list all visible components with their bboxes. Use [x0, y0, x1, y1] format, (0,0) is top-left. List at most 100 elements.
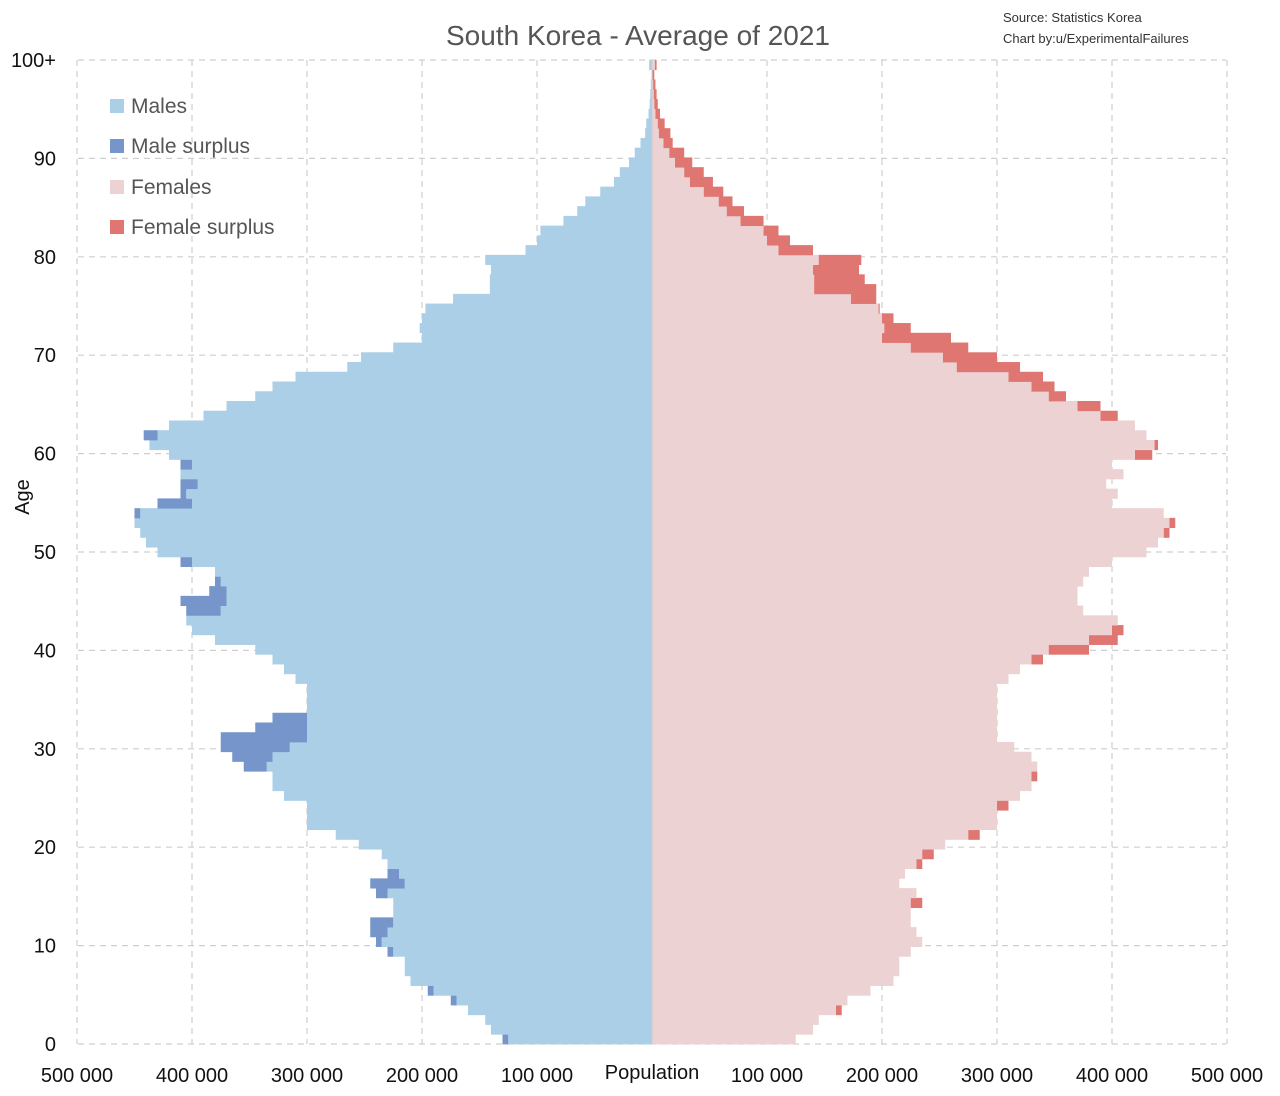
male-bar	[425, 303, 652, 314]
female-bar	[652, 293, 851, 304]
female-bar	[652, 1014, 819, 1025]
male-surplus-bar	[272, 712, 307, 723]
female-surplus-bar	[654, 60, 657, 71]
y-tick-label: 80	[34, 247, 56, 269]
female-bar	[652, 595, 1078, 606]
male-bar	[485, 254, 652, 265]
male-bar	[146, 537, 652, 548]
male-bar	[491, 264, 652, 275]
male-bar	[255, 644, 652, 655]
female-bar	[652, 644, 1049, 655]
male-bar	[489, 274, 652, 285]
male-bar	[226, 595, 652, 606]
x-tick-label: 500 000	[41, 1065, 113, 1087]
legend-swatch-male-surplus	[110, 139, 124, 153]
female-bar	[652, 878, 900, 889]
y-tick-label: 50	[34, 542, 56, 564]
male-bar	[157, 547, 652, 558]
male-surplus-bar	[370, 927, 388, 938]
x-tick-label: 200 000	[386, 1065, 458, 1087]
male-bar	[619, 167, 652, 178]
female-surplus-bar	[910, 897, 923, 909]
male-bar	[307, 683, 652, 694]
male-surplus-bar	[134, 508, 141, 519]
female-bar	[652, 897, 911, 909]
legend-label-male-surplus: Male surplus	[131, 135, 250, 158]
female-surplus-bar	[814, 274, 865, 285]
female-bar	[652, 936, 923, 947]
x-tick-label: 300 000	[961, 1065, 1033, 1087]
male-surplus-bar	[387, 868, 399, 879]
female-surplus-bar	[778, 245, 813, 256]
male-surplus-bar	[220, 732, 307, 743]
male-surplus-bar	[180, 488, 187, 499]
female-bar	[652, 89, 654, 100]
male-bar	[614, 176, 652, 188]
male-bar	[485, 1014, 652, 1025]
female-surplus-bar	[1135, 449, 1153, 460]
male-surplus-bar	[180, 478, 198, 490]
female-bar	[652, 342, 911, 353]
male-bar	[585, 196, 652, 207]
male-bar	[307, 703, 652, 714]
male-bar	[272, 751, 652, 762]
female-surplus-bar	[1031, 654, 1043, 665]
female-bar	[652, 1034, 796, 1045]
female-bar	[652, 371, 1009, 382]
male-surplus-bar	[376, 936, 382, 947]
female-surplus-bar	[884, 323, 911, 334]
female-bar	[652, 888, 917, 899]
male-bar	[489, 284, 652, 295]
female-bar	[652, 868, 905, 879]
male-bar	[600, 186, 652, 197]
male-bar	[140, 508, 652, 519]
female-bar	[652, 849, 923, 860]
male-bar	[192, 498, 652, 509]
female-surplus-bar	[1008, 371, 1043, 382]
legend-item-males: Males	[110, 95, 187, 118]
female-bar	[652, 927, 917, 938]
male-bar	[358, 839, 652, 850]
x-tick-label: 300 000	[271, 1065, 343, 1087]
female-bar	[652, 196, 719, 207]
female-surplus-bar	[653, 79, 656, 90]
male-bar	[645, 128, 652, 139]
female-bar	[652, 313, 882, 324]
female-bar	[652, 858, 917, 870]
male-bar	[649, 60, 652, 71]
female-bar	[652, 576, 1084, 587]
male-surplus-bar	[209, 586, 227, 597]
female-surplus-bar	[763, 225, 779, 236]
male-bar	[648, 108, 652, 119]
male-surplus-bar	[157, 498, 192, 509]
female-surplus-bar	[655, 108, 661, 119]
male-bar	[284, 790, 652, 801]
female-bar	[652, 771, 1032, 782]
female-bar	[652, 556, 1112, 568]
male-bar	[381, 936, 652, 947]
female-bar	[652, 517, 1170, 529]
male-bar	[307, 810, 652, 821]
female-bar	[652, 634, 1089, 645]
source-credit: Source: Statistics Korea	[1003, 10, 1142, 25]
male-surplus-bar	[427, 985, 434, 996]
legend-swatch-female-surplus	[110, 220, 124, 234]
male-bar	[419, 323, 652, 334]
female-bar	[652, 586, 1078, 597]
male-bar	[272, 771, 652, 782]
female-bar	[652, 449, 1135, 460]
male-bar	[215, 566, 652, 577]
female-bar	[652, 810, 997, 821]
male-bar	[491, 1024, 652, 1035]
female-surplus-bar	[882, 313, 894, 324]
male-bar	[186, 488, 652, 499]
female-bar	[652, 362, 957, 373]
male-bar	[563, 215, 652, 227]
male-surplus-bar	[243, 761, 267, 772]
male-surplus-bar	[387, 946, 394, 957]
male-bar	[203, 410, 652, 421]
male-surplus-bar	[502, 1034, 509, 1045]
male-bar	[453, 293, 652, 304]
female-surplus-bar	[942, 352, 997, 363]
male-bar	[335, 829, 652, 840]
